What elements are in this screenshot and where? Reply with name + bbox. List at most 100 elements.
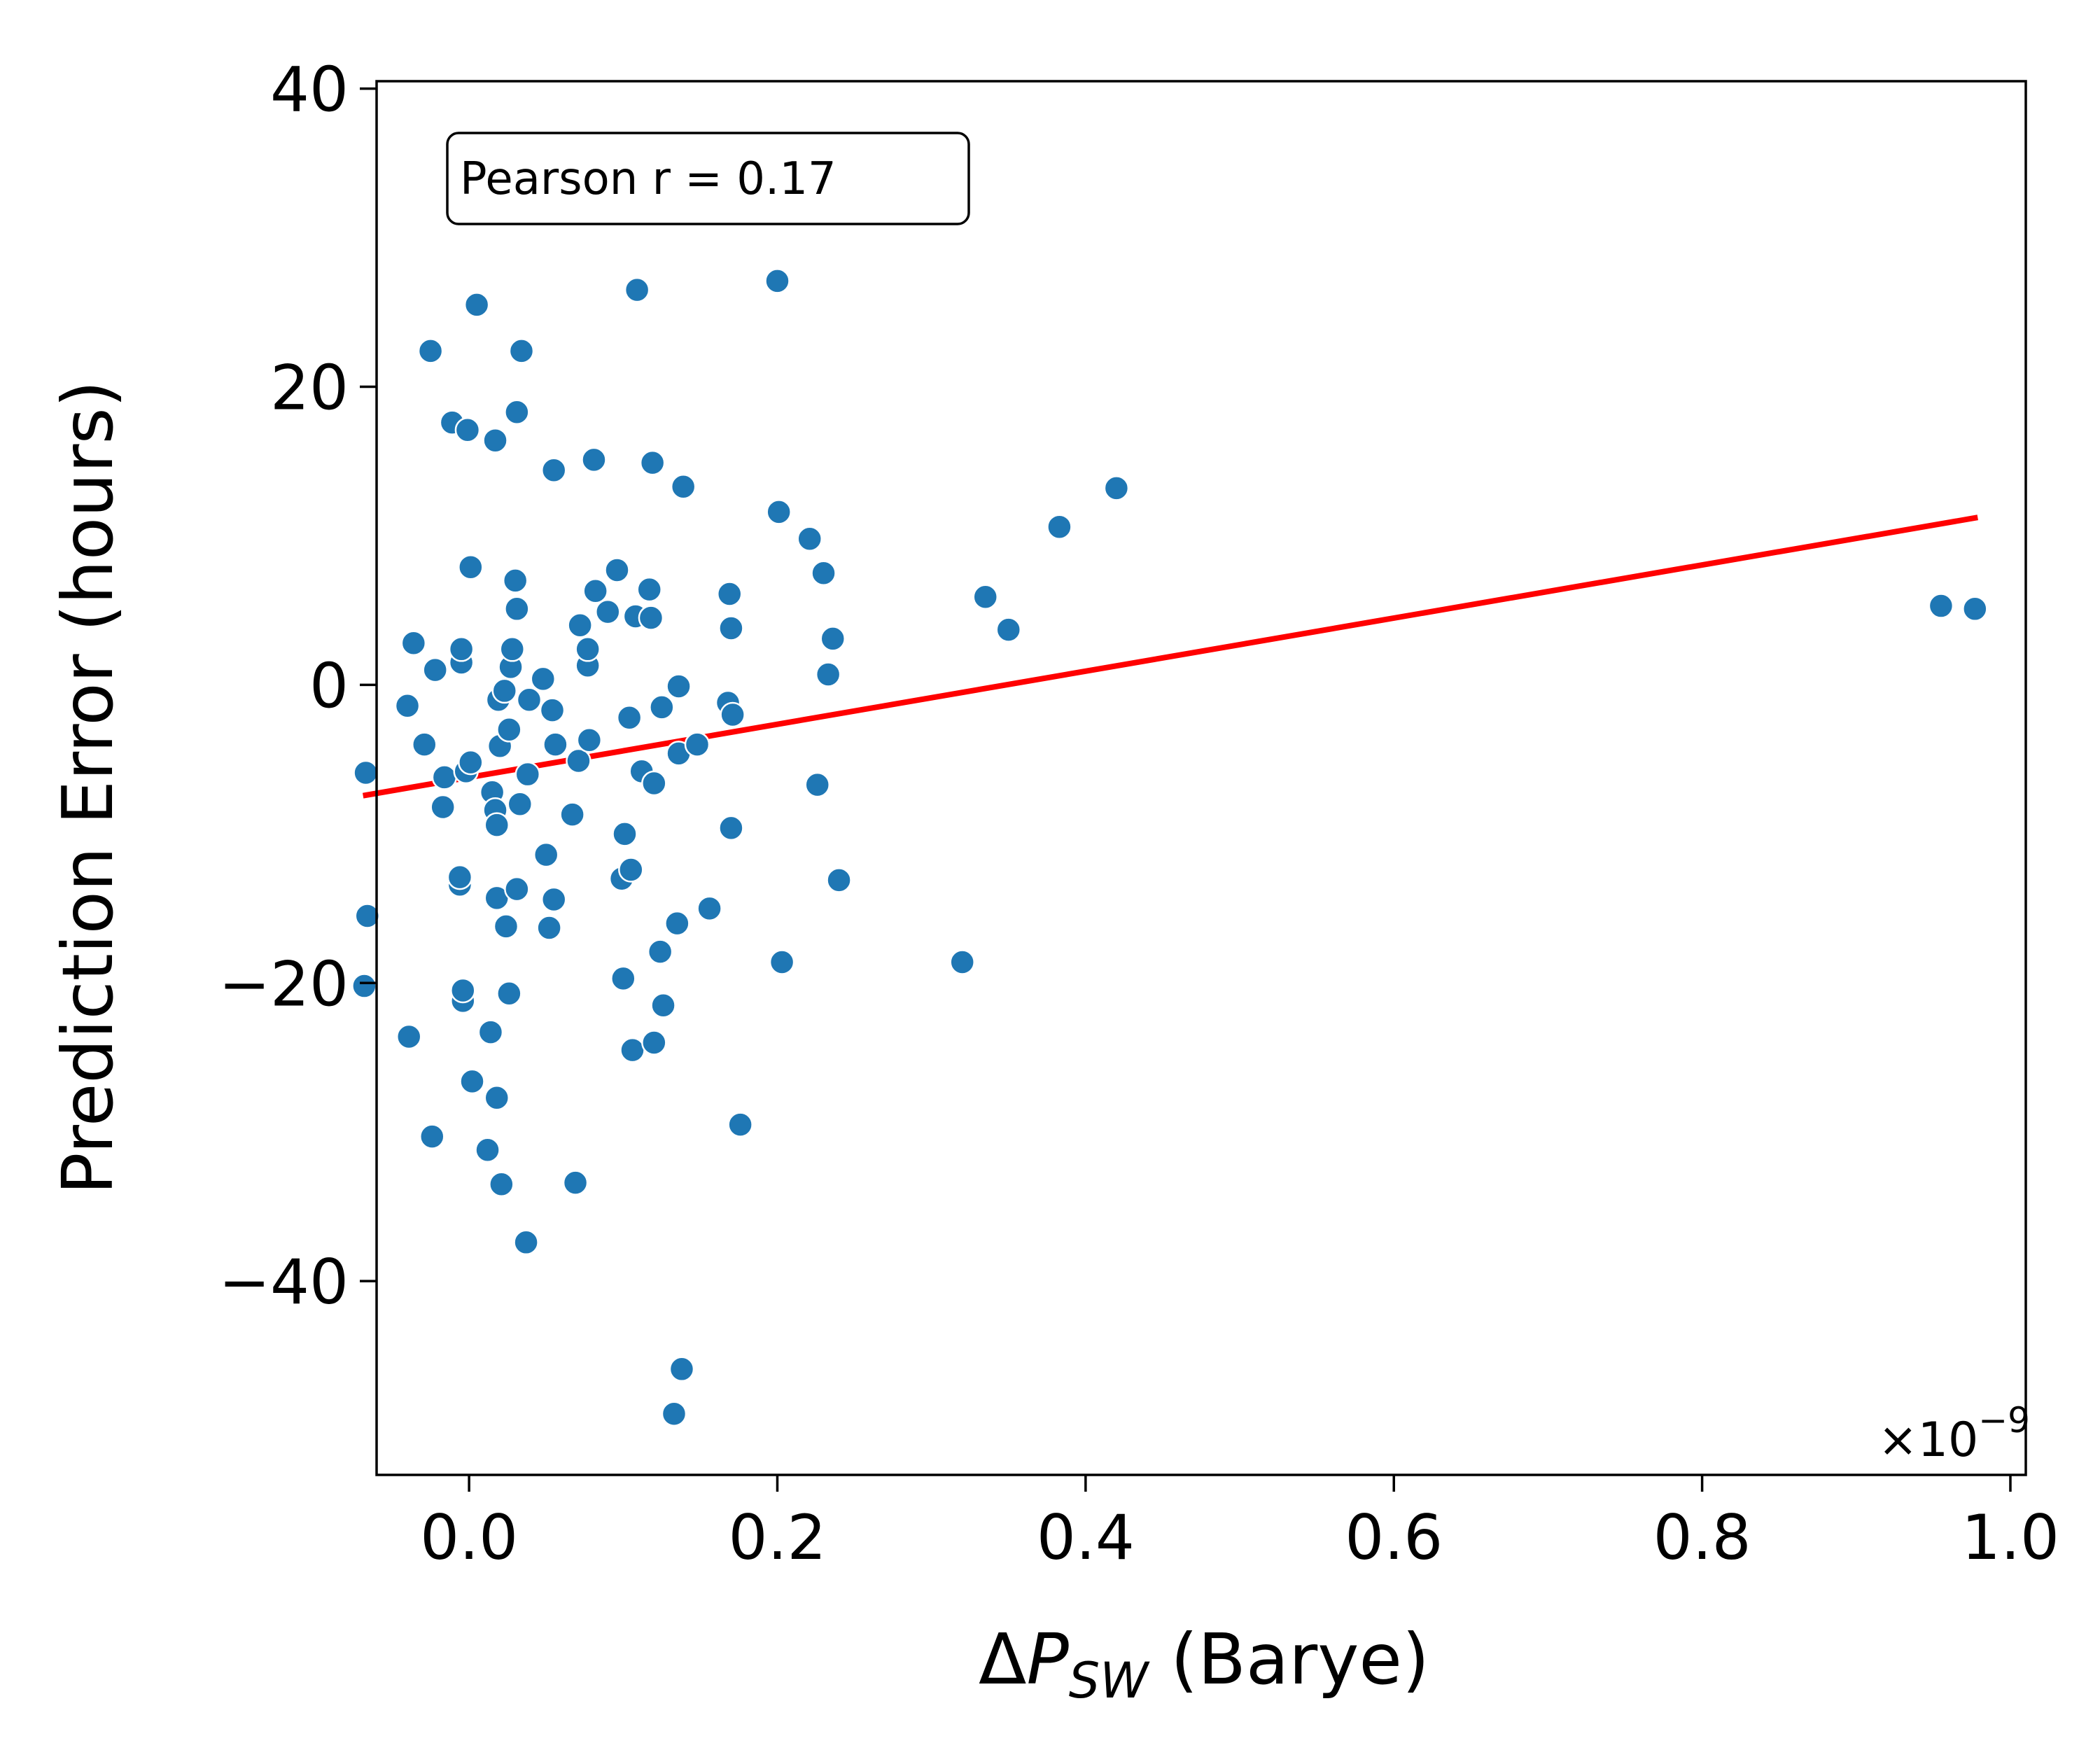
x-tick-label: 1.0 (1961, 1502, 2059, 1574)
scatter-point (718, 815, 744, 841)
scatter-point (720, 701, 746, 728)
scatter-point (764, 268, 790, 294)
pearson-annotation: Pearson r = 0.17 (446, 132, 970, 225)
scatter-point (1962, 596, 1988, 622)
scatter-point (696, 895, 722, 922)
scatter-point (493, 913, 519, 939)
x-label-variable: P (1026, 1618, 1069, 1700)
scatter-point (542, 732, 568, 757)
x-axis-ticks: 0.0 0.2 0.4 0.6 0.8 1.0 (420, 1475, 2059, 1574)
scatter-point (540, 886, 567, 913)
scatter-point (482, 427, 508, 454)
scatter-point (664, 910, 690, 937)
scatter-point (559, 802, 585, 827)
scatter-point (641, 770, 667, 797)
scatter-point (507, 791, 533, 818)
scatter-point (475, 1137, 500, 1163)
scatter-point (650, 992, 676, 1018)
scatter-point (612, 821, 638, 847)
scatter-point (995, 617, 1022, 643)
scatter-point (649, 694, 675, 720)
scatter-point (448, 636, 475, 662)
scatter-point (661, 1401, 687, 1427)
scatter-point (422, 657, 448, 683)
scatter-point (499, 636, 526, 662)
scatter-point (949, 949, 975, 975)
scatter-point (540, 457, 567, 484)
scatter-point (491, 678, 518, 704)
scatter-point (496, 717, 522, 743)
scatter-point (811, 560, 836, 586)
scatter-point (477, 1019, 504, 1045)
scatter-point (459, 1068, 485, 1095)
scatter-point (353, 760, 379, 786)
offset-base: ×10 (1878, 1413, 1979, 1468)
scatter-point (496, 980, 522, 1007)
scatter-point (567, 612, 593, 638)
scatter-point (396, 1023, 422, 1050)
scatter-point (624, 276, 650, 303)
scatter-point (804, 771, 830, 798)
scatter-point (536, 915, 562, 941)
scatter-point (351, 973, 377, 999)
scatter-point (1103, 475, 1130, 501)
scatter-point (513, 1229, 539, 1256)
scatter-point (610, 965, 636, 992)
scatter-point (1046, 514, 1072, 540)
scatter-point (400, 630, 427, 657)
x-tick-label: 0.2 (729, 1502, 827, 1574)
scatter-point (484, 812, 510, 838)
x-tick-label: 0.8 (1653, 1502, 1751, 1574)
scatter-point (581, 447, 607, 473)
scatter-point (504, 876, 530, 902)
scatter-point (431, 764, 458, 790)
scatter-point (412, 732, 438, 757)
scatter-point (458, 749, 484, 776)
scatter-point (504, 596, 530, 622)
annotation-box (446, 132, 970, 225)
scatter-point (484, 1085, 510, 1111)
offset-exponent: −9 (1978, 1400, 2030, 1441)
scatter-point (576, 727, 603, 753)
scatter-point (454, 417, 481, 443)
regression-line (362, 514, 1978, 799)
y-tick-label: 0 (309, 650, 349, 722)
scatter-point (641, 1030, 667, 1056)
x-tick-label: 0.6 (1345, 1502, 1443, 1574)
scatter-point (636, 576, 662, 603)
annotation-text: Pearson r = 0.17 (460, 153, 836, 205)
scatter-point (638, 605, 664, 631)
scatter-point (539, 697, 566, 723)
x-label-subscript: SW (1069, 1652, 1150, 1709)
scatter-point (502, 568, 528, 594)
scatter-point (508, 338, 535, 364)
scatter-point (458, 554, 484, 580)
scatter-point (489, 1171, 514, 1198)
scatter-point (533, 841, 559, 868)
scatter-point (566, 748, 592, 774)
scatter-point (826, 867, 852, 893)
scatter-point (575, 636, 601, 662)
scatter-point (718, 615, 744, 641)
fit-line-layer (362, 514, 1978, 799)
y-axis-ticks: 40 20 0 −20 −40 (218, 54, 377, 1318)
scatter-point (766, 499, 792, 525)
y-tick-label: 40 (270, 54, 349, 126)
y-tick-label: −20 (218, 948, 349, 1020)
scatter-point (727, 1112, 753, 1138)
scatter-point (666, 673, 692, 699)
scatter-point (616, 705, 643, 731)
scatter-point (417, 338, 444, 364)
scatter-point (447, 864, 473, 890)
scatter-point (620, 1037, 645, 1063)
scatter-point (463, 292, 490, 318)
data-points (351, 268, 1988, 1427)
x-axis-label: ΔPSW (Barye) (979, 1618, 1429, 1709)
scatter-point (1928, 593, 1954, 619)
x-label-suffix: (Barye) (1148, 1618, 1429, 1700)
scatter-point (647, 939, 673, 965)
scatter-point (820, 626, 846, 652)
x-label-prefix: Δ (979, 1618, 1026, 1700)
